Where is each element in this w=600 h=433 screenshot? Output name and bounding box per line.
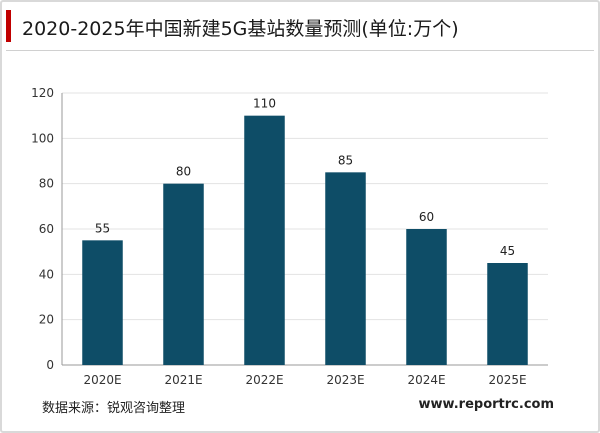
data-label: 55 — [95, 221, 110, 235]
data-label: 85 — [338, 153, 353, 167]
y-tick-label: 80 — [39, 177, 54, 191]
y-tick-label: 100 — [31, 131, 54, 145]
header-divider — [6, 50, 594, 51]
x-tick-label: 2024E — [407, 373, 445, 387]
x-tick-label: 2023E — [326, 373, 364, 387]
x-tick-label: 2020E — [83, 373, 121, 387]
y-tick-label: 120 — [31, 86, 54, 100]
data-source-note: 数据来源：锐观咨询整理 — [42, 401, 186, 416]
y-tick-label: 60 — [39, 222, 54, 236]
x-tick-label: 2022E — [245, 373, 283, 387]
bar — [406, 229, 447, 365]
title-accent-bar — [6, 10, 11, 42]
data-label: 60 — [419, 210, 434, 224]
y-tick-label: 40 — [39, 267, 54, 281]
data-label: 80 — [176, 165, 191, 179]
bar — [82, 240, 123, 365]
website-label: www.reportrc.com — [418, 397, 554, 412]
x-tick-label: 2021E — [164, 373, 202, 387]
x-tick-label: 2025E — [488, 373, 526, 387]
y-tick-label: 0 — [46, 358, 54, 372]
page-title: 2020-2025年中国新建5G基站数量预测(单位:万个) — [22, 18, 459, 40]
data-label: 110 — [253, 97, 276, 111]
bar — [163, 183, 204, 365]
bar — [487, 263, 528, 365]
bar — [325, 172, 366, 365]
bar — [244, 115, 285, 366]
data-label: 45 — [500, 244, 515, 258]
y-tick-label: 20 — [39, 313, 54, 327]
